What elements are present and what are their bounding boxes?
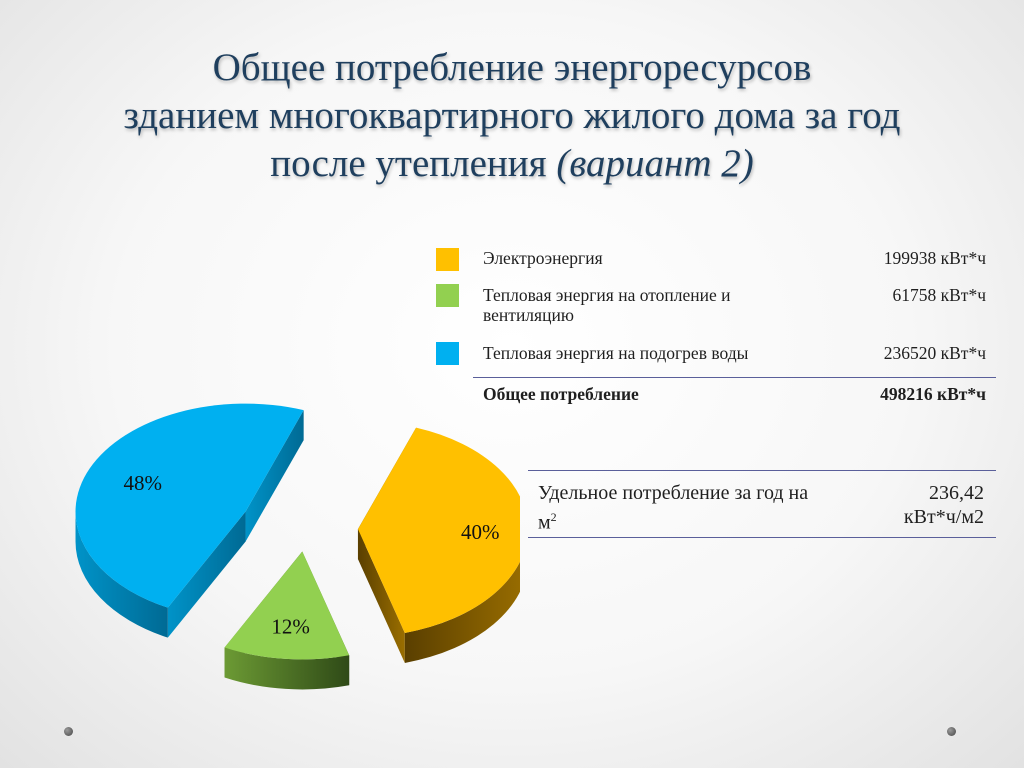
- pie-slice-side: [224, 647, 350, 690]
- pie-slice-top: [75, 403, 304, 608]
- legend-label: Тепловая энергия на отопление и вентиляц…: [483, 285, 731, 325]
- specific-label-sup: 2: [550, 510, 557, 524]
- pie-slice-1: [357, 427, 520, 663]
- specific-label: Удельное потребление за год на м2: [538, 481, 828, 535]
- legend-value: 236520 кВт*ч: [883, 343, 986, 363]
- pie-slice-side: [75, 511, 168, 638]
- total-value: 498216 кВт*ч: [880, 384, 986, 404]
- specific-label-text: Удельное потребление за год на м: [538, 482, 809, 534]
- pie-slice-label: 48%: [123, 471, 162, 495]
- legend-label: Тепловая энергия на подогрев воды: [483, 343, 749, 363]
- total-label: Общее потребление: [483, 384, 639, 404]
- specific-consumption: Удельное потребление за год на м2 236,42…: [528, 470, 996, 538]
- legend-swatch-electricity: [436, 248, 459, 271]
- pie-slice-2: [224, 551, 350, 690]
- specific-value: 236,42 кВт*ч/м2: [834, 481, 984, 529]
- title-line-1: Общее потребление энергоресурсов: [212, 46, 812, 89]
- page-title: Общее потребление энергоресурсов зданием…: [40, 44, 984, 188]
- pie-slice-edge: [357, 529, 405, 663]
- title-line-3-main: после утепления: [270, 142, 557, 185]
- pie-chart: 48% 40% 12%: [75, 403, 520, 690]
- legend-label: Электроэнергия: [483, 248, 603, 268]
- corner-dot-right: [947, 727, 956, 736]
- specific-value-number: 236,42: [929, 482, 984, 504]
- pie-slice-top: [224, 551, 350, 660]
- pie-slice-side: [404, 561, 520, 663]
- legend-value: 61758 кВт*ч: [892, 285, 987, 305]
- title-line-2: зданием многоквартирного жилого дома за …: [123, 94, 901, 137]
- legend-swatch-heating: [436, 284, 459, 307]
- pie-slice-label: 40%: [461, 520, 500, 544]
- specific-value-unit: кВт*ч/м2: [903, 506, 984, 528]
- pie-slice-edge: [245, 410, 304, 542]
- legend-value: 199938 кВт*ч: [883, 248, 986, 268]
- pie-slice-edge: [167, 511, 246, 638]
- legend-swatch-water-heating: [436, 342, 459, 365]
- total-divider: [473, 377, 996, 378]
- title-line-3: после утепления (вариант 2): [40, 140, 984, 188]
- title-variant: (вариант 2): [556, 142, 754, 185]
- corner-dot-left: [64, 727, 73, 736]
- pie-slice-top: [357, 427, 520, 633]
- pie-slice-label: 12%: [271, 615, 310, 639]
- pie-slice-3: [75, 403, 304, 638]
